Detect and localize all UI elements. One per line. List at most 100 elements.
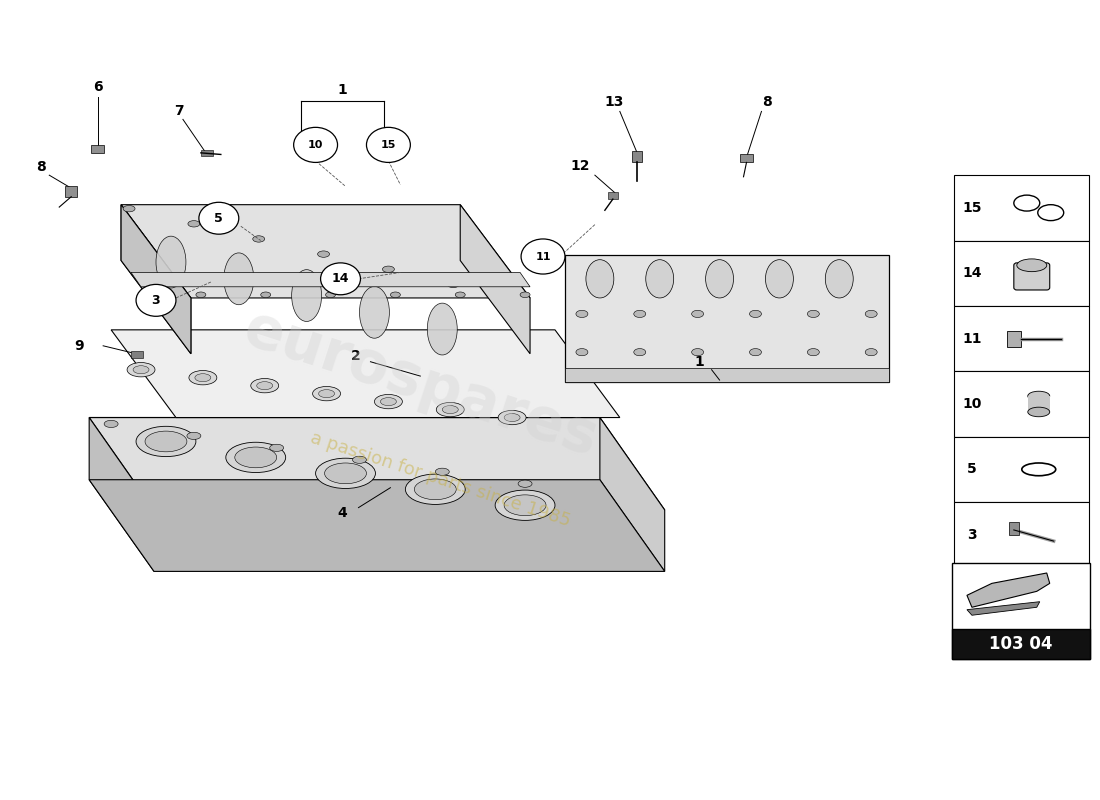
Polygon shape xyxy=(121,205,191,354)
Ellipse shape xyxy=(692,310,704,318)
Text: 14: 14 xyxy=(332,272,350,286)
Ellipse shape xyxy=(256,382,273,390)
Bar xyxy=(91,145,104,153)
Ellipse shape xyxy=(692,349,704,356)
Bar xyxy=(131,350,143,358)
Ellipse shape xyxy=(251,378,278,393)
Ellipse shape xyxy=(133,366,148,374)
Ellipse shape xyxy=(427,303,458,355)
Bar xyxy=(1027,396,1049,412)
Text: 2: 2 xyxy=(351,349,361,363)
Ellipse shape xyxy=(634,349,646,356)
Text: 6: 6 xyxy=(94,81,103,94)
Ellipse shape xyxy=(448,282,459,287)
FancyBboxPatch shape xyxy=(954,306,1089,371)
Ellipse shape xyxy=(436,468,449,475)
Text: 9: 9 xyxy=(75,338,84,353)
Ellipse shape xyxy=(104,420,118,427)
Ellipse shape xyxy=(261,292,271,298)
Ellipse shape xyxy=(318,251,330,258)
Text: 1: 1 xyxy=(338,83,348,97)
Ellipse shape xyxy=(1028,467,1048,472)
Polygon shape xyxy=(89,418,154,571)
Circle shape xyxy=(366,127,410,162)
Ellipse shape xyxy=(1027,407,1049,417)
Text: 13: 13 xyxy=(604,95,624,109)
Text: 15: 15 xyxy=(381,140,396,150)
Polygon shape xyxy=(600,418,664,571)
Ellipse shape xyxy=(312,386,341,401)
Text: 12: 12 xyxy=(570,159,590,174)
Text: 5: 5 xyxy=(967,462,977,476)
Ellipse shape xyxy=(352,456,366,463)
Text: 1: 1 xyxy=(695,354,704,369)
Ellipse shape xyxy=(253,236,265,242)
Ellipse shape xyxy=(749,310,761,318)
Ellipse shape xyxy=(145,431,187,452)
Bar xyxy=(1006,330,1021,346)
Circle shape xyxy=(320,263,361,294)
Ellipse shape xyxy=(634,310,646,318)
Ellipse shape xyxy=(415,479,456,500)
Ellipse shape xyxy=(189,370,217,385)
Text: 3: 3 xyxy=(967,528,977,542)
Text: 7: 7 xyxy=(174,104,184,118)
Circle shape xyxy=(199,202,239,234)
Text: 11: 11 xyxy=(536,251,551,262)
Polygon shape xyxy=(121,205,191,354)
Ellipse shape xyxy=(1022,463,1056,476)
Text: 4: 4 xyxy=(338,506,348,520)
Ellipse shape xyxy=(1037,205,1064,221)
Text: 14: 14 xyxy=(962,266,981,280)
Ellipse shape xyxy=(226,442,286,473)
Ellipse shape xyxy=(749,349,761,356)
Bar xyxy=(739,154,754,162)
Ellipse shape xyxy=(520,292,530,298)
Ellipse shape xyxy=(1027,391,1049,401)
Text: 103 04: 103 04 xyxy=(989,635,1053,653)
Ellipse shape xyxy=(705,260,734,298)
Ellipse shape xyxy=(196,292,206,298)
Ellipse shape xyxy=(156,236,186,288)
Polygon shape xyxy=(121,205,530,298)
Ellipse shape xyxy=(455,292,465,298)
Polygon shape xyxy=(565,255,889,382)
Polygon shape xyxy=(967,602,1040,615)
Ellipse shape xyxy=(128,362,155,377)
Ellipse shape xyxy=(825,260,854,298)
Ellipse shape xyxy=(319,390,334,398)
Ellipse shape xyxy=(360,286,389,338)
Text: 10: 10 xyxy=(962,397,981,411)
Ellipse shape xyxy=(123,206,135,212)
Bar xyxy=(1009,522,1019,534)
Text: 8: 8 xyxy=(36,160,46,174)
FancyBboxPatch shape xyxy=(954,502,1089,567)
Text: eurospares: eurospares xyxy=(236,300,605,468)
Ellipse shape xyxy=(807,310,820,318)
Ellipse shape xyxy=(270,444,284,451)
Text: a passion for parts since 1985: a passion for parts since 1985 xyxy=(308,429,573,530)
Ellipse shape xyxy=(442,406,459,414)
FancyBboxPatch shape xyxy=(952,629,1090,659)
Polygon shape xyxy=(89,418,664,510)
Polygon shape xyxy=(111,330,619,418)
Ellipse shape xyxy=(187,432,201,439)
Ellipse shape xyxy=(646,260,673,298)
Ellipse shape xyxy=(766,260,793,298)
Ellipse shape xyxy=(576,349,587,356)
Ellipse shape xyxy=(390,292,400,298)
FancyBboxPatch shape xyxy=(952,563,1090,659)
Ellipse shape xyxy=(495,490,556,520)
FancyBboxPatch shape xyxy=(954,371,1089,437)
Ellipse shape xyxy=(234,447,277,468)
Polygon shape xyxy=(89,480,664,571)
Bar xyxy=(201,150,213,156)
Ellipse shape xyxy=(195,374,211,382)
Ellipse shape xyxy=(437,402,464,417)
Circle shape xyxy=(294,127,338,162)
Ellipse shape xyxy=(1016,259,1047,272)
Ellipse shape xyxy=(504,414,520,422)
FancyBboxPatch shape xyxy=(954,175,1089,241)
Text: 8: 8 xyxy=(762,95,772,109)
Ellipse shape xyxy=(406,474,465,505)
